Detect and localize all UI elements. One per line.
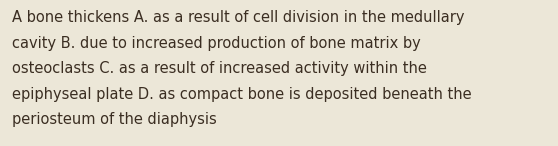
Text: periosteum of the diaphysis: periosteum of the diaphysis [12,112,217,127]
Text: epiphyseal plate D. as compact bone is deposited beneath the: epiphyseal plate D. as compact bone is d… [12,87,472,102]
Text: A bone thickens A. as a result of cell division in the medullary: A bone thickens A. as a result of cell d… [12,10,465,25]
Text: osteoclasts C. as a result of increased activity within the: osteoclasts C. as a result of increased … [12,61,427,76]
Text: cavity B. due to increased production of bone matrix by: cavity B. due to increased production of… [12,36,421,51]
